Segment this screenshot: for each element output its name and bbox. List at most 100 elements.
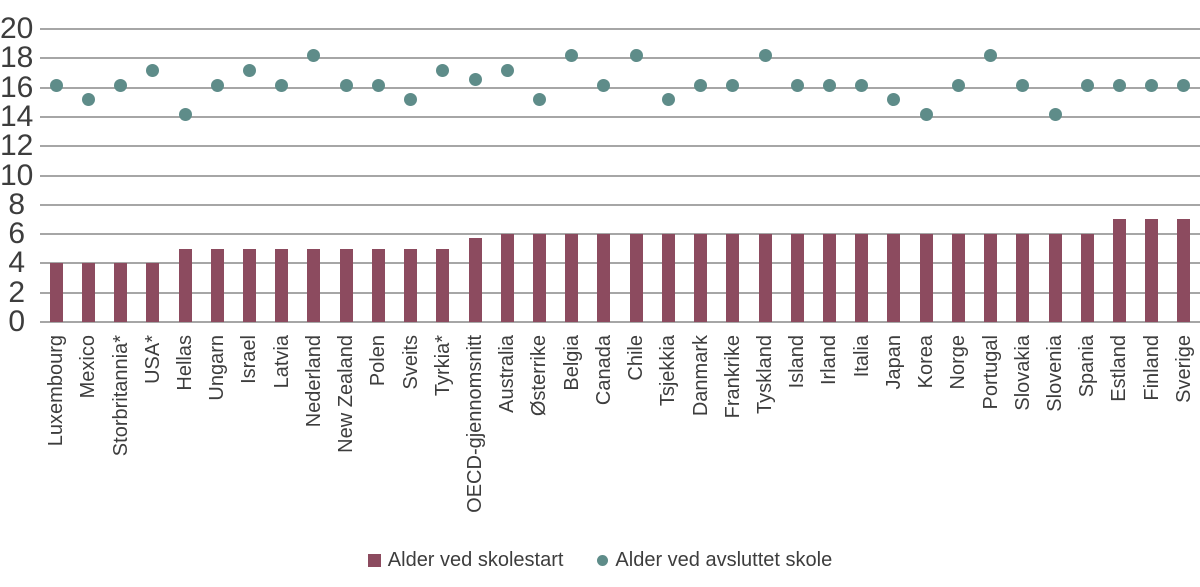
- dot-alder-ved-avsluttet-skole: [1048, 107, 1062, 121]
- gridline: [40, 291, 1200, 294]
- bar-alder-ved-skolestart: [404, 248, 418, 322]
- bar-alder-ved-skolestart: [855, 234, 869, 322]
- x-axis-category-label: Latvia: [270, 335, 293, 389]
- bar-alder-ved-skolestart: [565, 234, 579, 322]
- x-axis-category-label: Storbritannia*: [109, 335, 132, 457]
- legend-circle-marker: [597, 554, 609, 566]
- bar-alder-ved-skolestart: [500, 234, 514, 322]
- x-axis-category-label: Slovenia: [1044, 335, 1066, 412]
- gridline: [40, 174, 1200, 177]
- gridline: [40, 57, 1200, 60]
- bar-alder-ved-skolestart: [339, 248, 353, 322]
- y-axis-tick-label: 10: [0, 158, 34, 192]
- dot-alder-ved-avsluttet-skole: [984, 49, 998, 63]
- x-axis-category-label: Polen: [367, 335, 390, 387]
- gridline: [40, 145, 1200, 148]
- bar-alder-ved-skolestart: [887, 234, 901, 322]
- bar-alder-ved-skolestart: [210, 248, 224, 322]
- x-axis-category-label: Ungarn: [206, 335, 229, 401]
- x-axis-category-label: Japan: [882, 335, 905, 390]
- bar-alder-ved-skolestart: [436, 248, 450, 322]
- bar-alder-ved-skolestart: [984, 234, 998, 322]
- x-axis-category-label: Chile: [625, 335, 648, 381]
- x-axis-category-label: Sverige: [1172, 335, 1195, 403]
- dot-alder-ved-avsluttet-skole: [339, 78, 353, 92]
- dot-alder-ved-avsluttet-skole: [790, 78, 804, 92]
- dot-alder-ved-avsluttet-skole: [822, 78, 836, 92]
- bar-alder-ved-skolestart: [629, 234, 643, 322]
- y-axis-tick-label: 0: [8, 305, 25, 338]
- bar-alder-ved-skolestart: [307, 248, 321, 322]
- bar-alder-ved-skolestart: [1112, 219, 1126, 322]
- plot-area: 0 2 4 6 8 10 12 14 16 18 20: [0, 12, 1200, 338]
- x-axis-category-label: Italia: [850, 335, 873, 378]
- x-axis-category-label: Belgia: [560, 335, 583, 391]
- bar-alder-ved-skolestart: [790, 234, 804, 322]
- dot-alder-ved-avsluttet-skole: [629, 49, 643, 63]
- bar-alder-ved-skolestart: [532, 234, 546, 322]
- legend-square-marker: [367, 553, 381, 567]
- gridline: [40, 28, 1200, 30]
- dot-alder-ved-avsluttet-skole: [242, 63, 256, 77]
- x-axis-category-label: Frankrike: [721, 335, 744, 419]
- x-axis-category-label: Sveits: [399, 335, 422, 390]
- gridline: [40, 321, 1200, 323]
- x-axis-category-label: Portugal: [979, 335, 1002, 410]
- dot-alder-ved-avsluttet-skole: [404, 93, 418, 107]
- dot-alder-ved-avsluttet-skole: [49, 78, 63, 92]
- bar-alder-ved-skolestart: [597, 234, 611, 322]
- dot-alder-ved-avsluttet-skole: [887, 93, 901, 107]
- bar-alder-ved-skolestart: [275, 248, 289, 322]
- dot-alder-ved-avsluttet-skole: [210, 78, 224, 92]
- dot-alder-ved-avsluttet-skole: [597, 78, 611, 92]
- bar-alder-ved-skolestart: [114, 263, 128, 322]
- dot-alder-ved-avsluttet-skole: [178, 107, 192, 121]
- dot-alder-ved-avsluttet-skole: [114, 78, 128, 92]
- y-axis-tick-label: 20: [0, 12, 34, 45]
- bar-alder-ved-skolestart: [951, 234, 965, 322]
- bar-alder-ved-skolestart: [1080, 234, 1094, 322]
- x-axis-category-label: Tsjekkia: [657, 335, 680, 407]
- dot-alder-ved-avsluttet-skole: [500, 63, 514, 77]
- bar-alder-ved-skolestart: [1016, 234, 1030, 322]
- dot-alder-ved-avsluttet-skole: [532, 93, 546, 107]
- gridline: [40, 86, 1200, 89]
- x-axis-category-label: Slovakia: [1011, 335, 1034, 411]
- bar-alder-ved-skolestart: [1145, 219, 1159, 322]
- dot-alder-ved-avsluttet-skole: [855, 78, 869, 92]
- x-axis-category-label: Nederland: [302, 335, 325, 428]
- legend-label-avsluttet-skole: Alder ved avsluttet skole: [615, 548, 833, 571]
- bar-alder-ved-skolestart: [146, 263, 160, 322]
- bar-alder-ved-skolestart: [1177, 219, 1191, 322]
- legend: Alder ved skolestart Alder ved avsluttet…: [0, 544, 1200, 576]
- y-axis-tick-label: 18: [0, 41, 34, 75]
- y-axis-tick-label: 14: [0, 99, 34, 133]
- x-axis-category-label: Canada: [592, 335, 615, 406]
- gridline: [40, 115, 1200, 118]
- x-axis-category-label: Luxembourg: [45, 335, 68, 447]
- dot-alder-ved-avsluttet-skole: [436, 63, 450, 77]
- x-axis-category-label: USA*: [141, 335, 164, 384]
- dot-alder-ved-avsluttet-skole: [726, 78, 740, 92]
- x-axis-category-label: Spania: [1076, 335, 1099, 398]
- dot-alder-ved-avsluttet-skole: [758, 49, 772, 63]
- legend-label-skolestart: Alder ved skolestart: [387, 548, 564, 571]
- bar-alder-ved-skolestart: [1048, 234, 1062, 322]
- x-axis-category-label: Tyskland: [754, 335, 776, 414]
- bar-alder-ved-skolestart: [726, 234, 740, 322]
- dot-alder-ved-avsluttet-skole: [565, 49, 579, 63]
- gridline: [40, 262, 1200, 265]
- bar-alder-ved-skolestart: [694, 234, 708, 322]
- bar-alder-ved-skolestart: [49, 263, 63, 322]
- y-axis-tick-label: 2: [8, 275, 25, 309]
- gridline: [40, 203, 1200, 206]
- x-axis-category-label: Mexico: [77, 335, 100, 399]
- gridline: [40, 233, 1200, 236]
- x-axis-category-label: Korea: [915, 335, 938, 389]
- x-axis-category-label: Norge: [947, 335, 970, 390]
- bar-alder-ved-skolestart: [468, 238, 482, 322]
- y-axis-tick-label: 16: [0, 70, 34, 104]
- legend-item-skolestart: Alder ved skolestart: [367, 548, 564, 572]
- bar-alder-ved-skolestart: [758, 234, 772, 322]
